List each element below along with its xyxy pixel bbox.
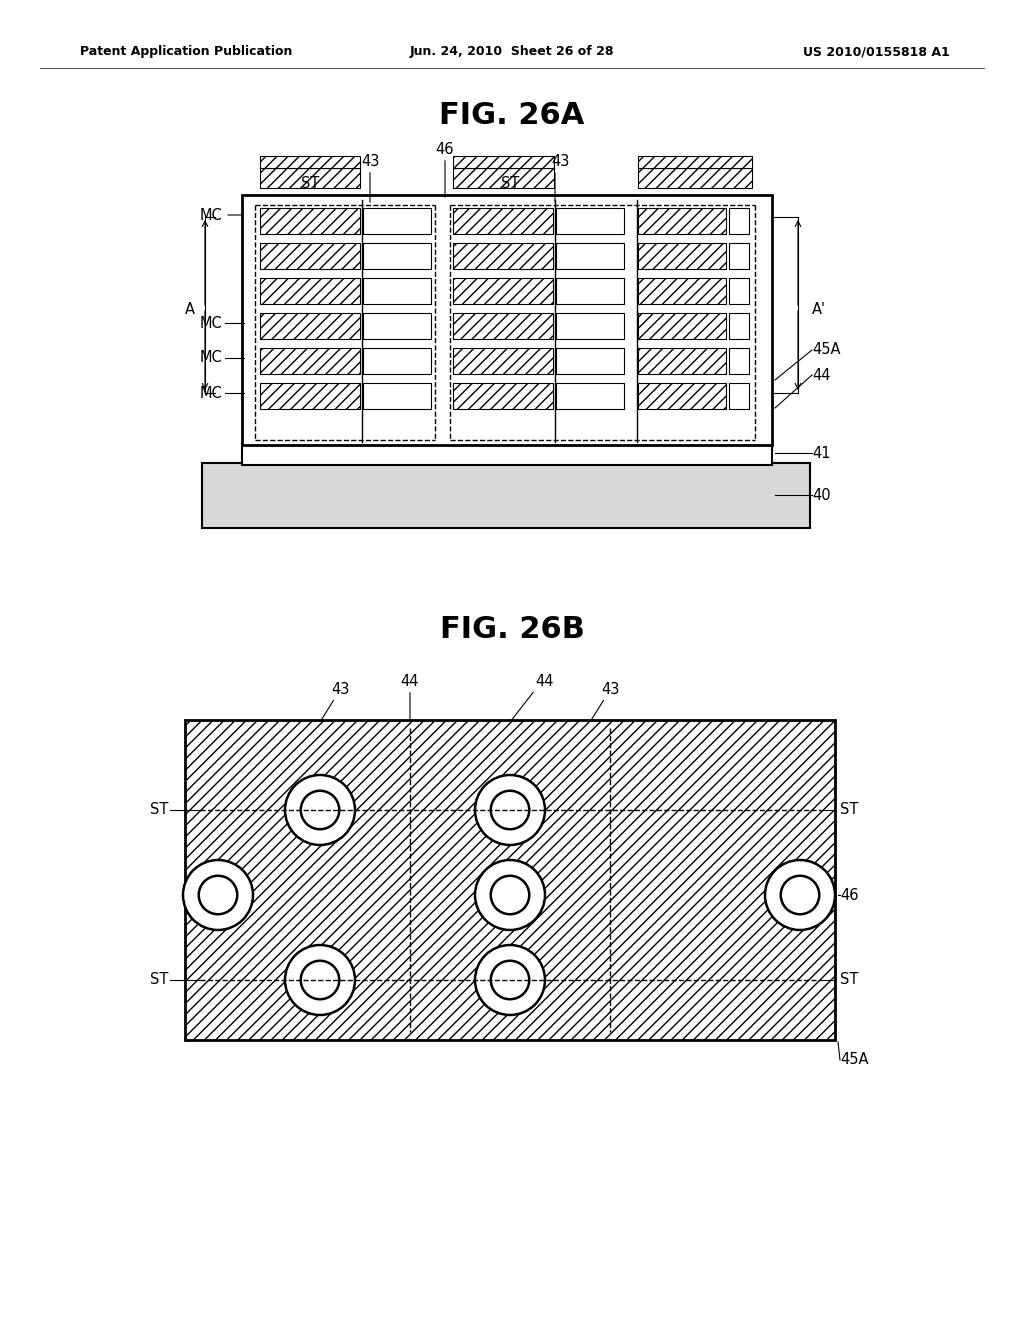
Text: 43: 43	[360, 154, 379, 169]
Text: ST: ST	[150, 803, 168, 817]
Text: 41: 41	[812, 446, 830, 461]
Bar	[185, 719, 835, 1040]
Bar	[638, 348, 726, 374]
Text: 45A: 45A	[812, 342, 841, 358]
Text: 46: 46	[840, 887, 858, 903]
Ellipse shape	[285, 775, 355, 845]
Text: FIG. 26B: FIG. 26B	[439, 615, 585, 644]
Bar	[556, 279, 624, 304]
Text: 43: 43	[601, 682, 620, 697]
Text: MC: MC	[200, 207, 222, 223]
Bar	[260, 243, 360, 269]
Text: 44: 44	[812, 367, 830, 383]
Text: 43: 43	[331, 682, 349, 697]
Bar	[638, 279, 726, 304]
Bar	[362, 279, 431, 304]
Text: Patent Application Publication: Patent Application Publication	[80, 45, 293, 58]
Text: 45A: 45A	[840, 1052, 868, 1068]
Bar	[260, 383, 360, 409]
Bar	[556, 383, 624, 409]
Text: ST: ST	[301, 176, 319, 190]
Text: 44: 44	[400, 675, 419, 689]
Text: Jun. 24, 2010  Sheet 26 of 28: Jun. 24, 2010 Sheet 26 of 28	[410, 45, 614, 58]
Ellipse shape	[490, 875, 529, 915]
Ellipse shape	[183, 861, 253, 931]
Text: MC: MC	[200, 315, 222, 330]
Text: FIG. 26A: FIG. 26A	[439, 100, 585, 129]
Text: A: A	[185, 302, 195, 318]
Text: 40: 40	[812, 487, 830, 503]
Text: US 2010/0155818 A1: US 2010/0155818 A1	[803, 45, 950, 58]
Bar	[638, 243, 726, 269]
Bar	[556, 243, 624, 269]
Ellipse shape	[475, 861, 545, 931]
Bar	[242, 445, 772, 465]
Bar	[260, 209, 360, 234]
Bar	[638, 313, 726, 339]
Bar	[260, 168, 360, 187]
Bar	[729, 279, 749, 304]
Text: ST: ST	[840, 973, 858, 987]
Bar	[729, 313, 749, 339]
Bar	[729, 209, 749, 234]
Bar	[638, 209, 726, 234]
Bar	[362, 383, 431, 409]
Bar	[260, 348, 360, 374]
Bar	[556, 313, 624, 339]
Bar	[729, 243, 749, 269]
Bar	[362, 209, 431, 234]
Text: A': A'	[812, 302, 826, 318]
Bar	[242, 195, 772, 445]
Ellipse shape	[475, 775, 545, 845]
Ellipse shape	[475, 945, 545, 1015]
Bar	[638, 156, 752, 168]
Text: 43: 43	[551, 154, 569, 169]
Bar	[453, 383, 553, 409]
Bar	[260, 156, 360, 168]
Ellipse shape	[301, 791, 339, 829]
Bar	[260, 313, 360, 339]
Ellipse shape	[490, 961, 529, 999]
Bar	[729, 348, 749, 374]
Text: 46: 46	[436, 143, 455, 157]
Bar	[202, 463, 810, 528]
Ellipse shape	[285, 945, 355, 1015]
Bar	[362, 348, 431, 374]
Bar	[453, 209, 553, 234]
Text: 44: 44	[536, 675, 554, 689]
Bar	[638, 168, 752, 187]
Ellipse shape	[765, 861, 835, 931]
Bar	[453, 313, 553, 339]
Bar	[556, 209, 624, 234]
Text: ST: ST	[501, 176, 519, 190]
Text: ST: ST	[150, 973, 168, 987]
Bar	[362, 313, 431, 339]
Bar	[638, 383, 726, 409]
Bar	[453, 156, 554, 168]
Ellipse shape	[301, 961, 339, 999]
Bar	[729, 383, 749, 409]
Bar	[453, 348, 553, 374]
Ellipse shape	[780, 875, 819, 915]
Bar	[556, 348, 624, 374]
Ellipse shape	[490, 791, 529, 829]
Bar	[453, 279, 553, 304]
Text: MC: MC	[200, 351, 222, 366]
Bar	[362, 243, 431, 269]
Text: MC: MC	[200, 385, 222, 400]
Bar	[260, 279, 360, 304]
Text: ST: ST	[840, 803, 858, 817]
Ellipse shape	[199, 875, 238, 915]
Bar	[453, 168, 554, 187]
Bar	[453, 243, 553, 269]
